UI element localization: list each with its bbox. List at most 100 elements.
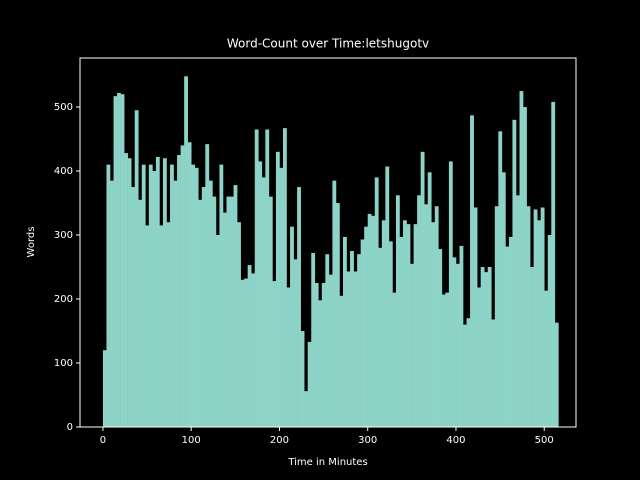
bar (152, 171, 157, 427)
bar (247, 265, 252, 427)
bar (381, 220, 386, 427)
bar (166, 222, 171, 427)
bar (537, 220, 541, 427)
bar (148, 164, 153, 427)
bar (470, 115, 474, 427)
bar (134, 110, 139, 427)
bar (194, 167, 199, 427)
bar (226, 196, 231, 427)
bar (237, 222, 241, 427)
bar (332, 180, 337, 427)
bar (533, 209, 538, 427)
bar (434, 206, 439, 427)
bar (261, 177, 266, 427)
bar (463, 324, 467, 427)
bar (222, 212, 227, 427)
bar (230, 196, 234, 427)
bar (452, 257, 457, 427)
x-tick-label: 400 (446, 435, 465, 446)
bar (399, 236, 404, 427)
bar (117, 92, 121, 428)
bar (378, 247, 383, 427)
bar (530, 267, 534, 427)
bar (304, 391, 309, 427)
bar (311, 252, 316, 427)
bar (268, 196, 273, 427)
bar (392, 292, 397, 427)
bar (413, 224, 418, 427)
bar (307, 341, 312, 427)
bar (374, 177, 379, 427)
y-tick-label: 200 (54, 294, 73, 305)
bar (120, 94, 125, 427)
bar (258, 161, 263, 427)
bar (445, 292, 450, 427)
bar (526, 206, 531, 427)
bar (540, 207, 545, 427)
bar (357, 254, 361, 427)
bar (279, 167, 284, 427)
bar (300, 331, 305, 427)
bar (512, 119, 517, 427)
bar (110, 180, 114, 427)
bar (187, 142, 192, 428)
bar (343, 236, 347, 427)
x-tick-label: 300 (358, 435, 377, 446)
bar (346, 271, 351, 427)
bar (441, 294, 446, 427)
y-tick-label: 300 (54, 230, 73, 241)
bar (388, 241, 393, 427)
bar (205, 144, 210, 427)
x-tick-label: 200 (270, 435, 289, 446)
bar (215, 235, 220, 427)
bar (286, 287, 291, 427)
bar (523, 107, 527, 427)
bar (427, 172, 432, 427)
bar (395, 195, 400, 427)
bar (417, 195, 421, 427)
bar (208, 180, 213, 427)
bar (173, 180, 178, 427)
bar (473, 207, 478, 427)
x-axis-label: Time in Minutes (287, 457, 367, 468)
bar (505, 246, 510, 427)
bar (191, 164, 196, 427)
bar (431, 222, 436, 427)
bar (275, 151, 280, 427)
y-axis-label: Words (26, 227, 37, 258)
bar (265, 129, 270, 427)
bar (321, 283, 326, 427)
bar (251, 273, 256, 427)
bar (131, 187, 136, 427)
bar (155, 156, 160, 427)
bar (350, 251, 354, 427)
bar (233, 185, 238, 427)
bar (318, 300, 323, 427)
bar (455, 263, 460, 427)
bar (403, 220, 407, 427)
bar (420, 151, 425, 427)
y-tick-label: 100 (54, 358, 73, 369)
bar (424, 204, 429, 427)
bar (459, 245, 464, 427)
bar (438, 249, 443, 427)
bar (551, 101, 556, 427)
bar (159, 225, 164, 427)
bar (162, 158, 167, 428)
bar (371, 215, 376, 427)
bar (364, 226, 369, 427)
bar (282, 128, 287, 427)
bar (484, 272, 489, 427)
bar (293, 259, 298, 427)
bar (353, 271, 358, 427)
bar (124, 153, 128, 427)
y-tick-label: 400 (54, 166, 73, 177)
bar (325, 254, 330, 427)
bar (314, 283, 319, 427)
bar (272, 281, 277, 427)
x-tick-label: 500 (535, 435, 554, 446)
bar (367, 213, 372, 427)
bar (201, 187, 206, 427)
plot-frame (79, 57, 577, 428)
